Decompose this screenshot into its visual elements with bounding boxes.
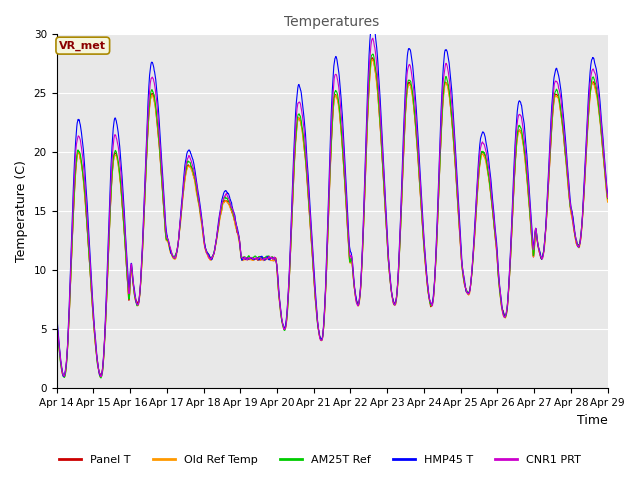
CNR1 PRT <box>419 214 426 220</box>
HMP45 T <box>419 208 426 214</box>
Old Ref Temp <box>368 57 376 62</box>
Old Ref Temp <box>419 223 426 228</box>
AM25T Ref <box>162 235 170 241</box>
AM25T Ref <box>419 220 426 226</box>
Y-axis label: Temperature (C): Temperature (C) <box>15 160 28 262</box>
Panel T <box>368 55 376 60</box>
Old Ref Temp <box>490 225 498 231</box>
Old Ref Temp <box>162 236 170 242</box>
Old Ref Temp <box>52 323 60 328</box>
Panel T <box>604 196 612 202</box>
CNR1 PRT <box>162 229 170 235</box>
HMP45 T <box>237 253 245 259</box>
Line: AM25T Ref: AM25T Ref <box>56 54 608 378</box>
Line: HMP45 T: HMP45 T <box>56 21 608 376</box>
Panel T <box>237 254 245 260</box>
CNR1 PRT <box>237 252 245 258</box>
HMP45 T <box>368 18 376 24</box>
Old Ref Temp <box>604 199 612 205</box>
CNR1 PRT <box>97 373 104 379</box>
Legend: Panel T, Old Ref Temp, AM25T Ref, HMP45 T, CNR1 PRT: Panel T, Old Ref Temp, AM25T Ref, HMP45 … <box>54 451 586 469</box>
Panel T <box>175 229 183 235</box>
Line: Panel T: Panel T <box>56 58 608 376</box>
HMP45 T <box>604 191 612 196</box>
Old Ref Temp <box>539 253 547 259</box>
Panel T <box>52 322 60 328</box>
Panel T <box>539 252 547 258</box>
HMP45 T <box>52 315 60 321</box>
AM25T Ref <box>604 196 612 202</box>
CNR1 PRT <box>539 254 547 260</box>
HMP45 T <box>490 216 498 221</box>
Line: CNR1 PRT: CNR1 PRT <box>56 38 608 376</box>
CNR1 PRT <box>369 36 377 41</box>
Old Ref Temp <box>97 374 104 380</box>
Panel T <box>419 219 426 225</box>
AM25T Ref <box>369 51 377 57</box>
Old Ref Temp <box>175 229 183 235</box>
Line: Old Ref Temp: Old Ref Temp <box>56 60 608 377</box>
HMP45 T <box>175 226 183 232</box>
Panel T <box>60 373 67 379</box>
AM25T Ref <box>175 227 183 233</box>
Panel T <box>490 225 498 230</box>
Title: Temperatures: Temperatures <box>285 15 380 29</box>
X-axis label: Time: Time <box>577 414 608 427</box>
Old Ref Temp <box>237 255 245 261</box>
CNR1 PRT <box>175 225 183 231</box>
Panel T <box>162 235 170 241</box>
AM25T Ref <box>52 327 60 333</box>
CNR1 PRT <box>52 318 60 324</box>
AM25T Ref <box>490 225 498 231</box>
AM25T Ref <box>237 255 245 261</box>
AM25T Ref <box>97 375 105 381</box>
CNR1 PRT <box>604 195 612 201</box>
Text: VR_met: VR_met <box>60 40 106 51</box>
HMP45 T <box>60 373 67 379</box>
AM25T Ref <box>539 252 547 257</box>
CNR1 PRT <box>490 220 498 226</box>
HMP45 T <box>539 252 547 257</box>
HMP45 T <box>162 226 170 231</box>
